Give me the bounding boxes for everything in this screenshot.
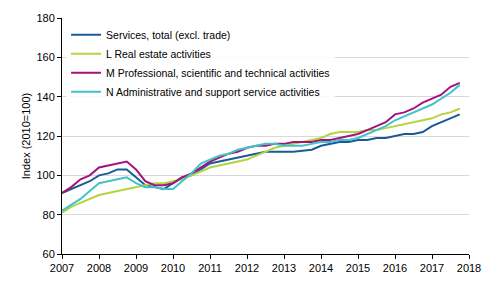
svg-text:2016: 2016 (383, 262, 407, 274)
svg-text:2010: 2010 (161, 262, 185, 274)
svg-text:2014: 2014 (309, 262, 333, 274)
svg-text:2015: 2015 (346, 262, 370, 274)
svg-text:80: 80 (43, 209, 55, 221)
svg-text:160: 160 (36, 51, 54, 63)
svg-text:2012: 2012 (235, 262, 259, 274)
svg-text:2018: 2018 (457, 262, 481, 274)
svg-text:2017: 2017 (420, 262, 444, 274)
svg-text:180: 180 (36, 12, 54, 24)
svg-text:2008: 2008 (87, 262, 111, 274)
svg-text:N Administrative and support s: N Administrative and support service act… (106, 86, 320, 98)
svg-text:Services, total (excl. trade): Services, total (excl. trade) (106, 29, 230, 41)
svg-text:2009: 2009 (124, 262, 148, 274)
svg-text:120: 120 (36, 130, 54, 142)
svg-text:60: 60 (43, 248, 55, 260)
svg-text:Source: Statistics Finland: Source: Statistics Finland (15, 303, 139, 304)
svg-text:100: 100 (36, 169, 54, 181)
svg-text:L Real estate activities: L Real estate activities (106, 48, 211, 60)
svg-text:Index (2010=100): Index (2010=100) (20, 93, 32, 180)
svg-text:2013: 2013 (272, 262, 296, 274)
svg-text:140: 140 (36, 91, 54, 103)
svg-text:2007: 2007 (50, 262, 74, 274)
svg-text:M Professional, scientific and: M Professional, scientific and technical… (106, 67, 330, 79)
svg-text:2011: 2011 (198, 262, 222, 274)
